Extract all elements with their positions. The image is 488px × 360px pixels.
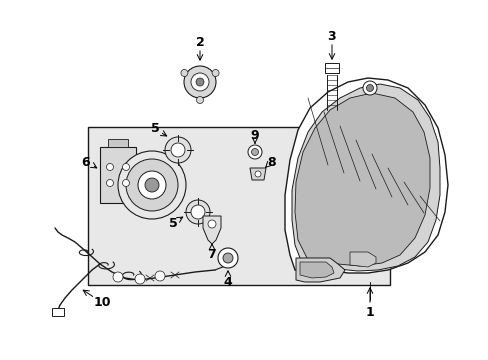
Polygon shape bbox=[294, 93, 429, 266]
Circle shape bbox=[247, 145, 262, 159]
Circle shape bbox=[164, 137, 191, 163]
Circle shape bbox=[207, 220, 216, 228]
Circle shape bbox=[185, 200, 209, 224]
Polygon shape bbox=[203, 216, 221, 244]
Text: 5: 5 bbox=[150, 122, 159, 135]
Circle shape bbox=[155, 271, 164, 281]
Circle shape bbox=[138, 171, 165, 199]
Text: 1: 1 bbox=[365, 306, 374, 319]
Text: 2: 2 bbox=[195, 36, 204, 49]
Circle shape bbox=[183, 66, 216, 98]
Circle shape bbox=[106, 180, 113, 186]
Circle shape bbox=[362, 81, 376, 95]
Polygon shape bbox=[295, 258, 345, 282]
Circle shape bbox=[122, 180, 129, 186]
Circle shape bbox=[118, 151, 185, 219]
Text: 8: 8 bbox=[267, 156, 276, 168]
Circle shape bbox=[212, 69, 219, 77]
Polygon shape bbox=[285, 78, 447, 273]
Text: 6: 6 bbox=[81, 156, 90, 168]
Text: 10: 10 bbox=[93, 297, 110, 310]
Circle shape bbox=[181, 69, 187, 77]
Circle shape bbox=[223, 253, 232, 263]
Text: 5: 5 bbox=[168, 216, 177, 230]
Bar bbox=[52, 308, 64, 316]
Circle shape bbox=[135, 274, 145, 284]
Circle shape bbox=[196, 96, 203, 104]
Bar bbox=[88, 127, 389, 285]
Text: 7: 7 bbox=[207, 248, 216, 261]
Polygon shape bbox=[349, 252, 375, 267]
Text: 4: 4 bbox=[223, 275, 232, 288]
Circle shape bbox=[171, 143, 184, 157]
Circle shape bbox=[122, 163, 129, 171]
Bar bbox=[108, 139, 128, 147]
Circle shape bbox=[251, 149, 258, 156]
Circle shape bbox=[191, 205, 204, 219]
Text: 3: 3 bbox=[327, 30, 336, 42]
Bar bbox=[325, 63, 338, 73]
Circle shape bbox=[191, 73, 208, 91]
Circle shape bbox=[254, 171, 261, 177]
Circle shape bbox=[366, 85, 373, 91]
Polygon shape bbox=[249, 168, 265, 180]
Text: 9: 9 bbox=[250, 129, 259, 141]
Bar bbox=[100, 147, 136, 203]
Circle shape bbox=[145, 178, 159, 192]
Circle shape bbox=[196, 78, 203, 86]
Circle shape bbox=[113, 272, 123, 282]
Polygon shape bbox=[299, 262, 333, 278]
Polygon shape bbox=[291, 84, 439, 271]
Circle shape bbox=[218, 248, 238, 268]
Circle shape bbox=[106, 163, 113, 171]
Circle shape bbox=[126, 159, 178, 211]
